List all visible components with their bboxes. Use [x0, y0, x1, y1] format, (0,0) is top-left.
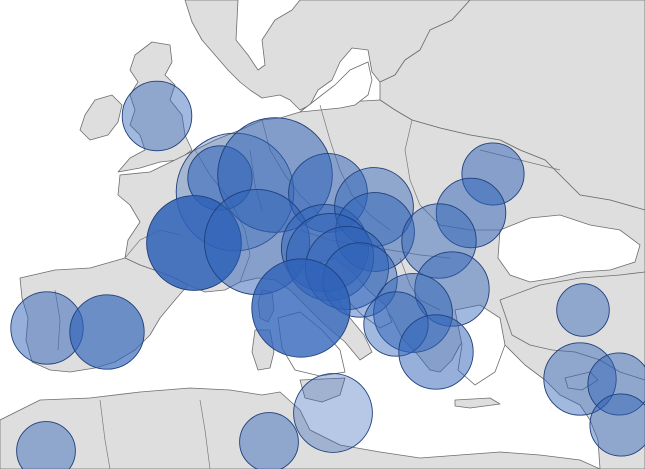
bubble-italy-central[interactable] [252, 259, 350, 357]
bubble-spain-central[interactable] [70, 295, 144, 369]
bubble-levant[interactable] [590, 394, 645, 456]
bubble-tunisia[interactable] [240, 413, 299, 469]
bubble-greece[interactable] [399, 315, 473, 389]
bubble-sicily[interactable] [294, 374, 373, 453]
bubble-turkey-south[interactable] [557, 284, 610, 337]
bubble-north-england[interactable] [122, 81, 192, 151]
